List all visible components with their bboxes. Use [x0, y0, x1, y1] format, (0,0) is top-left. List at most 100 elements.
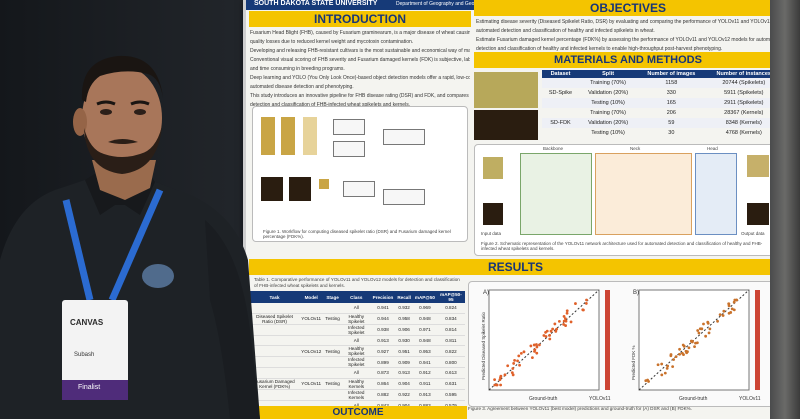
- dataset-row: Testing (10%) 165 2911 (Spikelets): [542, 98, 782, 108]
- table-cell: [299, 356, 324, 368]
- scatter-point: [721, 314, 725, 317]
- scatter-point: [708, 327, 712, 331]
- table-cell: SD-FDK: [542, 118, 579, 128]
- table-cell: 0.958: [395, 313, 413, 325]
- results-row: All 0.913 0.930 0.948 0.811: [250, 335, 465, 346]
- scatter-point: [530, 356, 534, 360]
- table-header: Number of images: [637, 70, 706, 78]
- table-cell: 0.873: [370, 367, 396, 379]
- table-cell: 0.913: [412, 389, 437, 401]
- table-cell: Validation (20%): [588, 90, 629, 96]
- workflow-box: [383, 189, 425, 205]
- objectives-text: Estimating disease severity (Diseased Sp…: [476, 18, 780, 54]
- table-cell: 0.811: [436, 335, 465, 346]
- table-cell: 0.904: [395, 378, 413, 390]
- table-cell: [542, 108, 579, 118]
- introduction-line: detection and classification of FHB-infe…: [250, 102, 411, 108]
- scatter-point: [495, 383, 499, 387]
- table-cell: [323, 303, 342, 314]
- table-cell: Fusarium Damaged Kernel (FDK%): [250, 378, 300, 390]
- table-cell: 28367 (Kernels): [724, 110, 764, 116]
- scatter-point: [544, 331, 547, 334]
- outcome-heading: OUTCOME: [249, 406, 467, 419]
- table-cell: Healthy Spikelet: [341, 313, 371, 325]
- table-cell: [542, 128, 579, 138]
- table-cell: 5911 (Spikelets): [724, 90, 764, 96]
- dataset-row: Training (70%) 1158 20744 (Spikelets): [542, 78, 782, 88]
- table-cell: [542, 78, 579, 88]
- table-cell: Testing (10%): [591, 130, 625, 136]
- table-cell: 0.822: [436, 345, 465, 357]
- introduction-heading: INTRODUCTION: [249, 11, 471, 27]
- results-row: Infected Spikelet 0.938 0.906 0.971 0.814: [250, 324, 465, 336]
- introduction-line: and time consuming in breeding programs.: [250, 66, 345, 72]
- table-cell: 0.948: [412, 313, 437, 325]
- right-eye: [134, 109, 146, 115]
- color-bar: [755, 290, 760, 390]
- table-cell: [299, 335, 324, 346]
- scatter-point: [585, 298, 588, 302]
- scatter-point: [729, 311, 733, 314]
- kernel-image: [261, 177, 283, 201]
- table-cell: [250, 335, 300, 346]
- scatter-point: [516, 359, 519, 363]
- scatter-point: [581, 308, 585, 312]
- scatter-point: [513, 358, 516, 362]
- table-header: Class: [341, 291, 371, 303]
- plot-x-label: Ground-truth: [679, 396, 708, 402]
- scatter-point: [696, 329, 700, 332]
- workflow-box: [333, 141, 365, 157]
- table-cell: 0.971: [412, 324, 437, 336]
- table-cell: 0.912: [412, 367, 437, 379]
- figure-3-caption: Figure 3. Agreement between YOLOv11 (bes…: [468, 406, 693, 411]
- beard: [84, 126, 162, 174]
- results-row: Diseased Spikelet Ratio (DSR) YOLOv11 Test…: [250, 313, 465, 325]
- identity-line: [638, 289, 750, 391]
- scatter-point: [707, 331, 711, 335]
- output-data-label: Output data: [741, 231, 765, 236]
- table-cell: SD-Spike: [548, 90, 573, 96]
- head-block: [695, 153, 737, 235]
- scatter-point: [687, 346, 691, 350]
- introduction-line: This study introduces an innovative pipe…: [250, 93, 470, 99]
- lanyard-left: [62, 199, 94, 301]
- scatter-point: [665, 366, 669, 370]
- scatter-point: [506, 364, 510, 368]
- mustache: [108, 139, 138, 144]
- table-cell: All: [341, 335, 371, 346]
- results-row: YOLOv12 Testing Healthy Spikelet 0.927 0.951…: [250, 345, 465, 357]
- table-cell: 20744 (Spikelets): [705, 78, 782, 88]
- table-cell: YOLOv11: [299, 378, 324, 390]
- scatter-point: [730, 307, 734, 311]
- figure-1-caption: Figure 1. Workflow for computing disease…: [263, 229, 451, 239]
- scatter-point: [682, 344, 686, 348]
- table-cell: Testing: [323, 345, 342, 357]
- table-cell: 0.944: [370, 313, 396, 325]
- table-1-title: Table 1. Comparative performance of YOLO…: [254, 277, 460, 288]
- scatter-point: [574, 302, 577, 305]
- scatter-point: [518, 363, 521, 367]
- table-cell: 0.969: [412, 303, 437, 314]
- introduction-line: automated disease detection and phenotyp…: [250, 84, 354, 90]
- objective-line: Estimating disease severity (Diseased Sp…: [476, 19, 780, 25]
- scatter-point: [535, 351, 539, 355]
- table-cell: 0.613: [436, 367, 465, 379]
- badge-ribbon: [62, 380, 128, 400]
- table-cell: [299, 367, 324, 379]
- scatter-point: [700, 327, 704, 331]
- table-cell: [299, 303, 324, 314]
- shirt-logo: [142, 264, 174, 288]
- workflow-box: [333, 119, 365, 135]
- table-cell: 0.899: [370, 356, 396, 368]
- table-header: Number of instances: [705, 70, 782, 78]
- table-cell: 0.913: [370, 335, 396, 346]
- scatter-point: [554, 329, 558, 333]
- scatter-point: [656, 363, 660, 367]
- scatter-point: [666, 364, 670, 368]
- scatter-point: [533, 348, 537, 352]
- plot-model-label: YOLOv11: [589, 396, 611, 402]
- scatter-point: [510, 371, 514, 375]
- scatter-point: [663, 371, 667, 375]
- table-header: Model: [299, 291, 324, 303]
- scatter-point: [718, 313, 722, 317]
